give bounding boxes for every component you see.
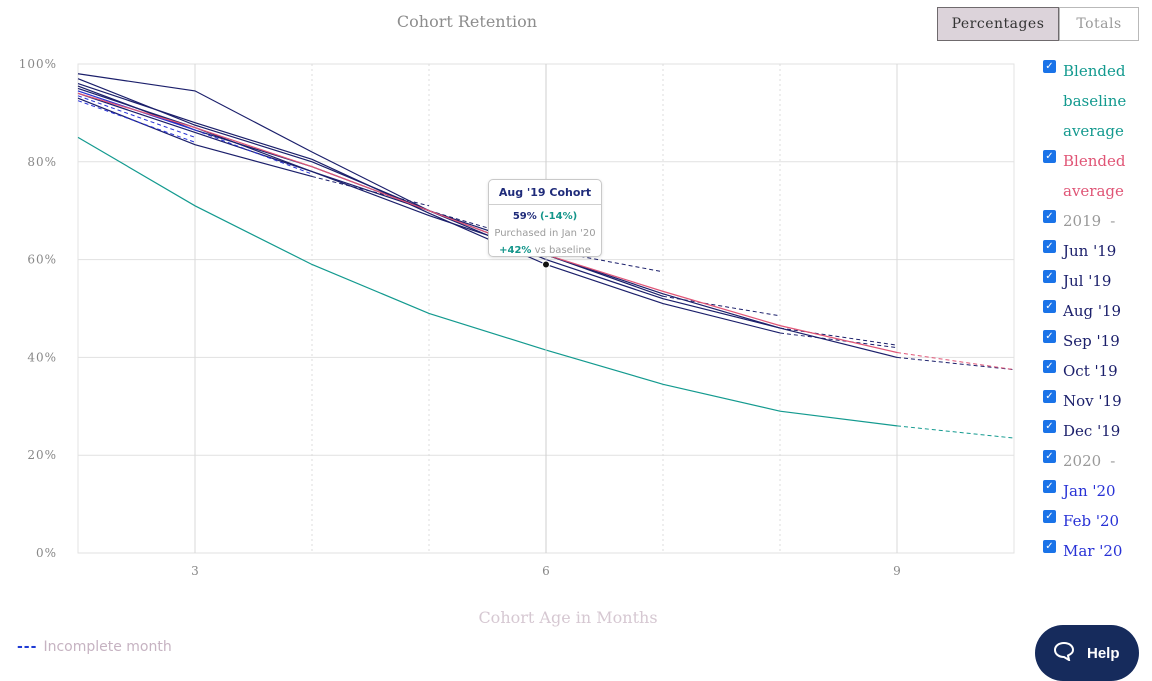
legend-item[interactable]: ✓ Jan '20 [1043, 476, 1148, 506]
series-line-dec-19 [77, 97, 313, 178]
chat-bubble-icon [1053, 641, 1075, 661]
tooltip-baseline-text: vs baseline [534, 245, 591, 256]
series-line-aug-19 [77, 82, 781, 334]
legend-item[interactable]: ✓ Blended baseline average [1043, 56, 1148, 146]
y-tick-label: 40% [27, 350, 57, 364]
legend-label: 2019 [1063, 212, 1102, 230]
x-tick-label: 3 [191, 564, 199, 578]
series-line-sep-19 [77, 87, 664, 297]
series-line-blended-average [77, 92, 898, 354]
legend-label: Blended average [1063, 152, 1126, 200]
legend-item[interactable]: ✓ 2020- [1043, 446, 1148, 476]
incomplete-month-note: --- Incomplete month [17, 639, 172, 655]
legend-checkbox[interactable]: ✓ [1043, 270, 1056, 283]
legend-checkbox[interactable]: ✓ [1043, 210, 1056, 223]
tooltip-value: 59% [512, 211, 537, 222]
y-tick-label: 100% [19, 57, 57, 71]
totals-toggle-button[interactable]: Totals [1059, 7, 1139, 41]
retention-line-chart: 0% 20% 40% 60% 80% 100% 3 6 9 [19, 57, 1015, 578]
legend-item[interactable]: ✓ Feb '20 [1043, 506, 1148, 536]
legend-item[interactable]: ✓ Jul '19 [1043, 266, 1148, 296]
legend-checkbox[interactable]: ✓ [1043, 480, 1056, 493]
legend-checkbox[interactable]: ✓ [1043, 420, 1056, 433]
legend-checkbox[interactable]: ✓ [1043, 510, 1056, 523]
legend-label: 2020 [1063, 452, 1102, 470]
legend-label: Aug '19 [1063, 302, 1122, 320]
legend-label: Blended baseline average [1063, 62, 1127, 140]
legend-label: Jan '20 [1063, 482, 1116, 500]
y-tick-label: 20% [27, 448, 57, 462]
series-incomplete-dec-19 [311, 175, 430, 207]
legend-label: Dec '19 [1063, 422, 1121, 440]
legend-label: Jun '19 [1063, 242, 1117, 260]
x-tick-label: 9 [893, 564, 901, 578]
series-line-blended-baseline-average [77, 136, 898, 427]
legend-label: Mar '20 [1063, 542, 1123, 560]
percentages-toggle-button[interactable]: Percentages [937, 7, 1059, 41]
series-incomplete-blended-average [896, 352, 1015, 371]
series-incomplete-blended-baseline-average [896, 425, 1015, 439]
tooltip-title: Aug '19 Cohort [498, 186, 592, 199]
legend-checkbox[interactable]: ✓ [1043, 450, 1056, 463]
tooltip-baseline-line: +42% vs baseline [489, 242, 601, 259]
tooltip-purchase: Purchased in Jan '20 [494, 228, 596, 239]
legend-group-toggle[interactable]: - [1110, 452, 1116, 470]
legend-label: Feb '20 [1063, 512, 1120, 530]
legend-label: Jul '19 [1063, 272, 1112, 290]
legend-item[interactable]: ✓ Mar '20 [1043, 536, 1148, 566]
chart-axes: 0% 20% 40% 60% 80% 100% 3 6 9 [19, 57, 901, 578]
legend-item[interactable]: ✓ 2019- [1043, 206, 1148, 236]
legend-label: Oct '19 [1063, 362, 1118, 380]
legend-item[interactable]: ✓ Sep '19 [1043, 326, 1148, 356]
legend-label: Sep '19 [1063, 332, 1120, 350]
tooltip-value-line: 59% (-14%) [489, 208, 601, 225]
series-incomplete-sep-19 [662, 295, 781, 317]
legend-item[interactable]: ✓ Oct '19 [1043, 356, 1148, 386]
x-tick-label: 6 [542, 564, 550, 578]
legend-item[interactable]: ✓ Dec '19 [1043, 416, 1148, 446]
legend-checkbox[interactable]: ✓ [1043, 330, 1056, 343]
legend-checkbox[interactable]: ✓ [1043, 60, 1056, 73]
tooltip-delta: (-14%) [539, 211, 578, 222]
legend-checkbox[interactable]: ✓ [1043, 150, 1056, 163]
help-button[interactable]: Help [1035, 625, 1139, 681]
series-incomplete-aug-19 [779, 332, 898, 349]
series-incomplete-jul-19 [779, 327, 898, 346]
series-incomplete-jun-19 [896, 356, 1015, 371]
tooltip-divider [489, 204, 601, 205]
x-axis-title: Cohort Age in Months [478, 608, 658, 627]
chart-markers [542, 64, 550, 553]
legend-group-toggle[interactable]: - [1110, 212, 1116, 230]
chart-legend: ✓ Blended baseline average ✓ Blended averag… [1043, 56, 1148, 566]
legend-checkbox[interactable]: ✓ [1043, 240, 1056, 253]
legend-item[interactable]: ✓ Jun '19 [1043, 236, 1148, 266]
legend-item[interactable]: ✓ Blended average [1043, 146, 1148, 206]
legend-checkbox[interactable]: ✓ [1043, 300, 1056, 313]
data-tooltip: Aug '19 Cohort 59% (-14%) Purchased in J… [488, 179, 602, 257]
y-tick-label: 80% [27, 155, 57, 169]
help-label[interactable]: Help [1087, 645, 1120, 662]
tooltip-baseline-value: +42% [499, 245, 532, 256]
legend-label: Nov '19 [1063, 392, 1122, 410]
incomplete-month-label: Incomplete month [43, 639, 172, 655]
highlight-point[interactable] [542, 260, 550, 269]
y-tick-label: 60% [27, 253, 57, 267]
legend-item[interactable]: ✓ Nov '19 [1043, 386, 1148, 416]
legend-item[interactable]: ✓ Aug '19 [1043, 296, 1148, 326]
legend-checkbox[interactable]: ✓ [1043, 360, 1056, 373]
series-incomplete-oct-19 [545, 249, 664, 273]
chart-title: Cohort Retention [396, 12, 538, 31]
legend-checkbox[interactable]: ✓ [1043, 390, 1056, 403]
dashed-line-icon: --- [17, 639, 38, 655]
y-tick-label: 0% [36, 546, 57, 560]
legend-checkbox[interactable]: ✓ [1043, 540, 1056, 553]
series-line-nov-19 [77, 92, 430, 212]
